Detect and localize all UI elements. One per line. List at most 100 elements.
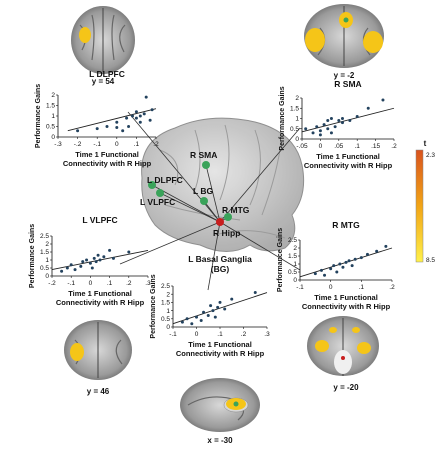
data-point bbox=[144, 95, 148, 99]
activation-blob bbox=[363, 31, 383, 53]
data-point bbox=[365, 252, 369, 256]
connection-line bbox=[207, 221, 221, 291]
data-point bbox=[322, 123, 326, 127]
data-point bbox=[73, 268, 77, 272]
y-tick-label: 0.5 bbox=[46, 124, 55, 131]
data-point bbox=[69, 263, 73, 267]
activation-blob bbox=[352, 327, 360, 333]
x-axis-label: Time 1 Functional bbox=[316, 152, 380, 161]
data-point bbox=[326, 127, 330, 131]
x-tick-label: .1 bbox=[217, 331, 223, 338]
y-tick-label: 2.5 bbox=[161, 283, 170, 290]
data-point bbox=[190, 322, 194, 326]
x-tick-label: 0 bbox=[115, 141, 119, 148]
y-tick-label: 2 bbox=[51, 92, 55, 99]
data-point bbox=[211, 309, 215, 313]
data-point bbox=[138, 114, 142, 118]
y-tick-label: 1.5 bbox=[40, 249, 49, 256]
data-point bbox=[315, 125, 319, 129]
data-point bbox=[148, 118, 152, 122]
data-point bbox=[121, 129, 125, 133]
y-axis-label: Performance Gains bbox=[35, 84, 42, 148]
data-point bbox=[105, 125, 109, 128]
data-point bbox=[338, 262, 342, 266]
y-tick-label: 2.5 bbox=[288, 237, 297, 244]
y-tick-label: 1.5 bbox=[46, 103, 55, 110]
data-point bbox=[319, 268, 323, 272]
data-point bbox=[195, 315, 198, 319]
data-point bbox=[332, 264, 336, 268]
x-tick-label: .1 bbox=[354, 143, 360, 150]
data-point bbox=[304, 127, 308, 131]
data-point bbox=[185, 317, 189, 321]
y-tick-label: 0 bbox=[45, 273, 49, 280]
y-tick-label: 2 bbox=[293, 245, 297, 252]
y-tick-label: 1 bbox=[166, 308, 170, 315]
panel-title: R SMA bbox=[334, 79, 361, 89]
colorbar-min: 8.5 bbox=[426, 257, 435, 264]
data-point bbox=[95, 127, 99, 131]
data-point bbox=[311, 131, 315, 135]
colorbar-gradient bbox=[415, 149, 424, 263]
y-tick-label: 1 bbox=[45, 257, 49, 264]
connection-line bbox=[219, 127, 301, 223]
data-point bbox=[326, 119, 330, 123]
x-axis-label: Time 1 Functional bbox=[314, 293, 378, 302]
activation-blob bbox=[79, 27, 91, 43]
data-point bbox=[213, 315, 217, 319]
activation-blob bbox=[357, 342, 371, 354]
data-point bbox=[115, 120, 119, 124]
x-tick-label: 0 bbox=[195, 331, 199, 338]
data-point bbox=[366, 106, 370, 110]
data-point bbox=[60, 269, 64, 273]
y-tick-label: 0.5 bbox=[161, 316, 170, 323]
glass-brain bbox=[141, 117, 305, 252]
hipp-marker bbox=[343, 17, 349, 23]
panel-title: L Basal Ganglia bbox=[188, 254, 252, 264]
x-axis-label: Connectivity with R Hipp bbox=[302, 302, 391, 311]
region-label-l-dlpfc: L DLPFC bbox=[147, 175, 183, 185]
activation-blob bbox=[305, 28, 325, 52]
node-r-hipp bbox=[216, 218, 224, 226]
y-tick-label: 1.5 bbox=[290, 105, 299, 112]
x-tick-label: 0 bbox=[89, 280, 93, 287]
data-point bbox=[329, 131, 333, 135]
region-label-r-mtg: R MTG bbox=[222, 205, 250, 215]
data-point bbox=[359, 256, 363, 260]
scatter-panel-r-sma: R SMA-.05 0.05.1.15.200.511.52Performance… bbox=[279, 79, 397, 170]
data-point bbox=[81, 260, 85, 264]
slice-label-coronal-top: y = -2 bbox=[334, 71, 355, 80]
x-tick-label: -.05 bbox=[296, 143, 308, 150]
data-point bbox=[199, 318, 203, 322]
fit-line bbox=[172, 292, 268, 325]
y-tick-label: 2 bbox=[295, 95, 299, 102]
data-point bbox=[253, 291, 257, 295]
data-point bbox=[230, 297, 234, 301]
x-tick-label: -.2 bbox=[48, 280, 56, 287]
y-tick-label: 0.5 bbox=[40, 265, 49, 272]
data-point bbox=[98, 258, 102, 262]
data-point bbox=[313, 272, 317, 276]
data-point bbox=[344, 260, 348, 264]
x-tick-label: -.1 bbox=[296, 284, 304, 291]
y-tick-label: 0 bbox=[166, 324, 170, 331]
x-tick-label: .2 bbox=[153, 141, 159, 148]
x-tick-label: .2 bbox=[389, 284, 395, 291]
y-tick-label: 2 bbox=[166, 291, 170, 298]
x-tick-label: -.1 bbox=[93, 141, 101, 148]
axis-lines bbox=[51, 236, 148, 277]
x-tick-label: .05 bbox=[334, 143, 343, 150]
x-tick-label: .15 bbox=[371, 143, 380, 150]
data-point bbox=[202, 310, 206, 314]
x-axis-label: Connectivity with R Hipp bbox=[304, 161, 393, 170]
data-point bbox=[318, 129, 322, 133]
data-point bbox=[127, 250, 131, 254]
data-point bbox=[218, 300, 222, 304]
data-point bbox=[111, 256, 115, 260]
slice-label-sagittal: x = -30 bbox=[207, 436, 233, 445]
data-point bbox=[115, 126, 119, 130]
fit-line bbox=[67, 108, 157, 132]
y-tick-label: 0.5 bbox=[288, 269, 297, 276]
fit-line bbox=[301, 107, 395, 133]
